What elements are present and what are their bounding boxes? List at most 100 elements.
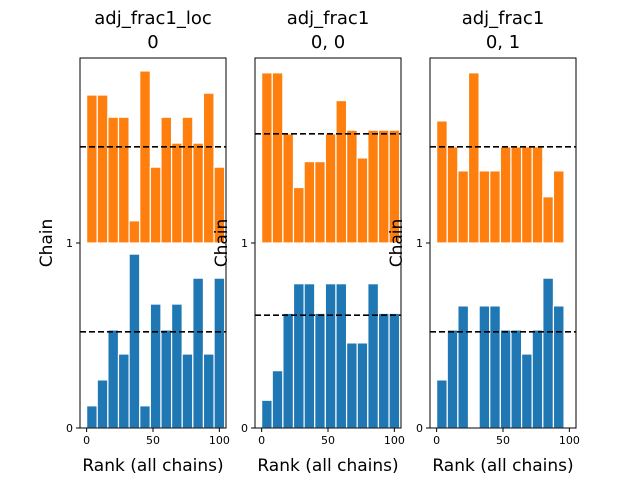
chart-title: adj_frac1_loc [94,8,211,29]
x-axis-label: Rank (all chains) [82,456,223,476]
histogram-bar [489,170,501,244]
histogram-bar [367,129,380,244]
histogram-bar [324,283,337,429]
histogram-bar [149,303,162,429]
histogram-bar [457,170,470,244]
histogram-bar [107,329,120,429]
y-tick-label: 1 [416,237,423,250]
x-tick-label: 0 [433,434,440,447]
histogram-bar [149,166,162,244]
x-tick-label: 100 [384,434,405,447]
histogram-bar [467,72,480,244]
histogram-bar [96,379,109,429]
histogram-bar [446,146,459,244]
y-tick-label: 1 [66,237,73,250]
rank-plot-panel: 0 50 100 0 1 adj_frac1 0, 0 Rank (all chains) Ch… [212,8,405,476]
histogram-bar [192,277,205,429]
histogram-bar [335,99,348,244]
histogram-bar [542,196,555,244]
histogram-bar [282,312,295,429]
histogram-bar [271,72,284,244]
chart-title: adj_frac1 [462,8,545,29]
histogram-bar [552,170,565,244]
histogram-bar [520,353,533,429]
histogram-bar [181,353,194,429]
histogram-bar [542,277,555,429]
rank-plot-panel: 0 50 100 0 1 adj_frac1_loc 0 Rank (all chains) C… [37,8,230,476]
histogram-bar [213,277,226,429]
histogram-bar [345,342,358,429]
chain-0-histogram [430,277,576,429]
histogram-bar [356,157,369,244]
histogram-bar [261,399,273,429]
chart-title: 0 [147,32,158,53]
histogram-bar [86,94,98,244]
y-axis-label: Chain [37,219,57,268]
histogram-bar [292,186,305,244]
histogram-bar [367,283,380,429]
histogram-bar [489,305,501,429]
histogram-bar [202,353,215,429]
histogram-bar [117,353,130,429]
x-tick-label: 50 [321,434,335,447]
histogram-bar [160,329,173,429]
histogram-bar [324,133,337,244]
histogram-bar [446,329,459,429]
histogram-bar [478,170,491,244]
y-tick-label: 1 [241,237,248,250]
histogram-bar [510,146,523,244]
x-axis-label: Rank (all chains) [257,456,398,476]
x-tick-label: 50 [146,434,160,447]
x-tick-label: 0 [83,434,90,447]
histogram-bar [160,116,173,244]
histogram-bar [510,329,523,429]
y-axis-label: Chain [387,219,407,268]
chain-0-histogram [255,283,401,429]
rank-plot-panel: 0 50 100 0 1 adj_frac1 0, 1 Rank (all chains) Ch… [387,8,580,476]
histogram-bar [86,405,98,429]
histogram-bar [478,305,491,429]
y-tick-label: 0 [416,422,423,435]
y-tick-label: 0 [241,422,248,435]
histogram-bar [520,146,533,244]
x-tick-label: 0 [258,434,265,447]
histogram-bar [128,253,141,429]
histogram-bar [356,342,369,429]
histogram-bar [457,305,470,429]
chart-title: 0, 1 [486,32,520,53]
histogram-bar [292,283,305,429]
chart-title: adj_frac1 [287,8,370,29]
histogram-bar [213,166,226,244]
x-tick-label: 100 [209,434,230,447]
histogram-bar [345,129,358,244]
histogram-bar [170,303,183,429]
histogram-bar [192,142,205,244]
histogram-bar [139,405,151,429]
histogram-bar [377,312,390,429]
histogram-bar [271,370,284,429]
histogram-bar [170,142,183,244]
histogram-bar [388,129,401,244]
histogram-bar [139,70,151,244]
histogram-bar [335,283,348,429]
histogram-bar [436,120,448,244]
x-axis-label: Rank (all chains) [432,456,573,476]
histogram-bar [552,305,565,429]
histogram-bar [314,312,326,429]
y-axis-label: Chain [212,219,232,268]
histogram-bar [261,72,273,244]
histogram-bar [128,220,141,244]
histogram-bar [531,329,544,429]
histogram-bar [303,283,316,429]
histogram-bar [181,116,194,244]
histogram-bar [117,116,130,244]
chain-1-histogram [255,72,401,244]
x-tick-label: 50 [496,434,510,447]
histogram-bar [499,329,512,429]
histogram-bar [499,146,512,244]
histogram-bar [388,312,401,429]
chain-1-histogram [80,70,226,244]
histogram-bar [303,161,316,244]
histogram-bar [314,161,326,244]
